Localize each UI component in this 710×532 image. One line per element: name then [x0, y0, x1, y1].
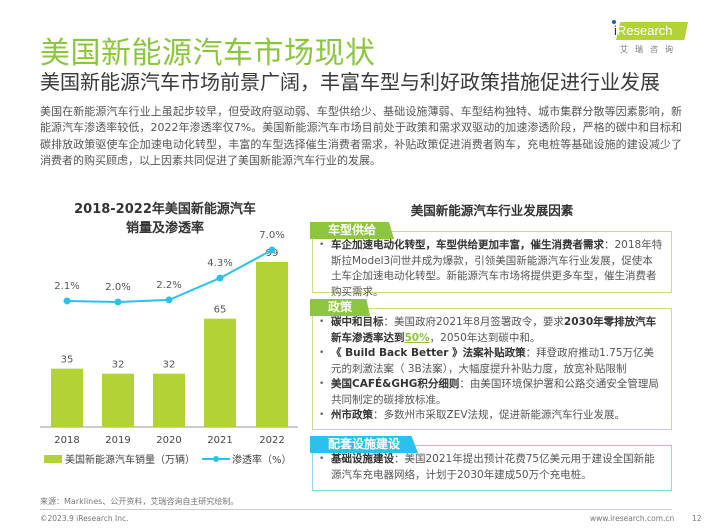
- factor-item-text: ：美国政府2021年8月签署政令，要求: [383, 316, 564, 328]
- factor-item-bold: 基础设施建设: [331, 453, 394, 465]
- sales-penetration-chart: 3520183220193220206520219920222.1%2.0%2.…: [40, 230, 298, 466]
- penetration-point-2018: [63, 297, 71, 305]
- logo-chinese: 艾瑞咨询: [620, 45, 680, 54]
- factor-box-infrastructure: 基础设施建设：美国2021年提出预计花费75亿美元用于建设全国新能源汽车充电器网…: [312, 445, 672, 491]
- penetration-value-label: 2.0%: [105, 282, 130, 293]
- legend-line-label: 渗透率（%）: [232, 453, 292, 466]
- factors-title: 美国新能源汽车行业发展因素: [410, 203, 574, 218]
- source-note: 来源：Marklines、公开资料，艾瑞咨询自主研究绘制。: [40, 497, 239, 506]
- factor-item: 车企加速电动化转型，车型供给更加丰富，催生消费者需求：2018年特斯拉Model…: [319, 238, 663, 300]
- factor-item-bold: 车企加速电动化转型，车型供给更加丰富，催生消费者需求: [331, 239, 604, 251]
- penetration-value-label: 2.1%: [54, 281, 79, 292]
- page-title: 美国新能源汽车市场现状: [40, 36, 376, 71]
- penetration-line: [66, 249, 273, 304]
- factor-item: 碳中和目标：美国政府2021年8月签署政令，要求2030年零排放汽车新车渗透率达…: [319, 315, 663, 346]
- penetration-point-2020: [165, 296, 173, 304]
- factor-item-text: ：2018年特斯拉Model3问世并成为爆款，引领美国新能源汽车行业发展，促使本…: [331, 239, 663, 298]
- bar-2022: [256, 261, 288, 427]
- x-tick-label: 2020: [156, 435, 181, 446]
- bar-2019: [102, 373, 134, 427]
- bar-2020: [153, 373, 185, 427]
- logo-brand-i: i: [614, 23, 617, 38]
- page-subtitle: 美国新能源汽车市场前景广阔，丰富车型与利好政策措施促进行业发展: [40, 70, 660, 94]
- logo-badge: [616, 22, 688, 40]
- logo-brand: iResearch: [614, 23, 673, 38]
- factor-item-bold: 2030年零排放汽车新车渗透率达到: [331, 316, 657, 344]
- factor-item: 《 Build Back Better 》法案补贴政策：拜登政府推动1.75万亿…: [319, 346, 663, 377]
- factor-item-bold: 美国CAFÉ&GHG积分细则: [331, 378, 460, 390]
- factor-box-models: 车企加速电动化转型，车型供给更加丰富，催生消费者需求：2018年特斯拉Model…: [312, 231, 672, 298]
- x-tick-label: 2021: [207, 435, 232, 446]
- tag-policy: 政策: [310, 299, 371, 316]
- penetration-point-2022: [268, 246, 276, 254]
- factor-box-policy: 碳中和目标：美国政府2021年8月签署政令，要求2030年零排放汽车新车渗透率达…: [312, 308, 672, 430]
- factor-item: 州市政策：多数州市采取ZEV法规，促进新能源汽车行业发展。: [319, 408, 663, 424]
- chart-title-line1: 2018-2022年美国新能源汽车: [74, 202, 256, 217]
- footer-divider: [40, 509, 672, 510]
- logo-dot-icon: [612, 20, 616, 24]
- legend-bar-label: 美国新能源汽车销量（万辆）: [65, 453, 195, 466]
- bar-2021: [204, 318, 236, 427]
- factor-item: 美国CAFÉ&GHG积分细则：由美国环境保护署和公路交通安全管理局共同制定的碳排…: [319, 377, 663, 408]
- factor-item-text: ，2050年达到碳中和。: [429, 331, 541, 344]
- legend-line-marker: [213, 456, 219, 462]
- legend-bar-swatch: [44, 455, 62, 463]
- penetration-point-2019: [114, 298, 122, 306]
- x-tick-label: 2018: [54, 435, 79, 446]
- bar-value-label: 35: [61, 355, 74, 366]
- factor-item-text: ：拜登政府推动1.75万亿美元的刺激法案（ 3B法案），大幅度提升补贴力度，放宽…: [331, 347, 654, 375]
- website-link[interactable]: www.iresearch.com.cn: [590, 514, 675, 523]
- penetration-point-2021: [216, 274, 224, 282]
- x-tick-label: 2019: [105, 435, 130, 446]
- penetration-value-label: 4.3%: [207, 258, 232, 269]
- bar-2018: [51, 368, 83, 427]
- intro-paragraph: 美国在新能源汽车行业上虽起步较早，但受政府驱动弱、车型供给少、基础设施薄弱、车型…: [40, 105, 682, 167]
- bar-value-label: 32: [112, 360, 125, 371]
- penetration-value-label: 2.2%: [156, 280, 181, 291]
- chart-title: 2018-2022年美国新能源汽车 销量及渗透率: [40, 200, 290, 238]
- tag-models: 车型供给: [310, 222, 395, 239]
- chart-title-line2: 销量及渗透率: [125, 221, 204, 236]
- factor-item-bold: 《 Build Back Better 》法案补贴政策: [331, 347, 526, 359]
- iresearch-logo: iResearch 艾瑞咨询: [608, 20, 688, 60]
- factor-item-text: ：由美国环境保护署和公路交通安全管理局共同制定的碳排放标准。: [331, 378, 659, 406]
- x-tick-label: 2022: [259, 435, 284, 446]
- tag-infrastructure: 配套设施建设: [310, 436, 419, 453]
- bar-value-label: 32: [163, 360, 176, 371]
- highlight-value: 50%: [404, 331, 430, 344]
- copyright: ©2023.9 iResearch Inc.: [40, 514, 129, 523]
- factor-item: 基础设施建设：美国2021年提出预计花费75亿美元用于建设全国新能源汽车充电器网…: [319, 452, 663, 483]
- factor-item-bold: 州市政策: [331, 409, 373, 421]
- penetration-value-label: 7.0%: [259, 230, 284, 241]
- factor-item-bold: 碳中和目标: [331, 316, 384, 328]
- page-number: 12: [692, 514, 702, 523]
- bar-value-label: 65: [214, 305, 227, 316]
- logo-brand-rest: Research: [616, 23, 673, 38]
- factor-item-text: ：美国2021年提出预计花费75亿美元用于建设全国新能源汽车充电器网络，计划于2…: [331, 453, 655, 481]
- factor-item-text: ：多数州市采取ZEV法规，促进新能源汽车行业发展。: [373, 409, 626, 421]
